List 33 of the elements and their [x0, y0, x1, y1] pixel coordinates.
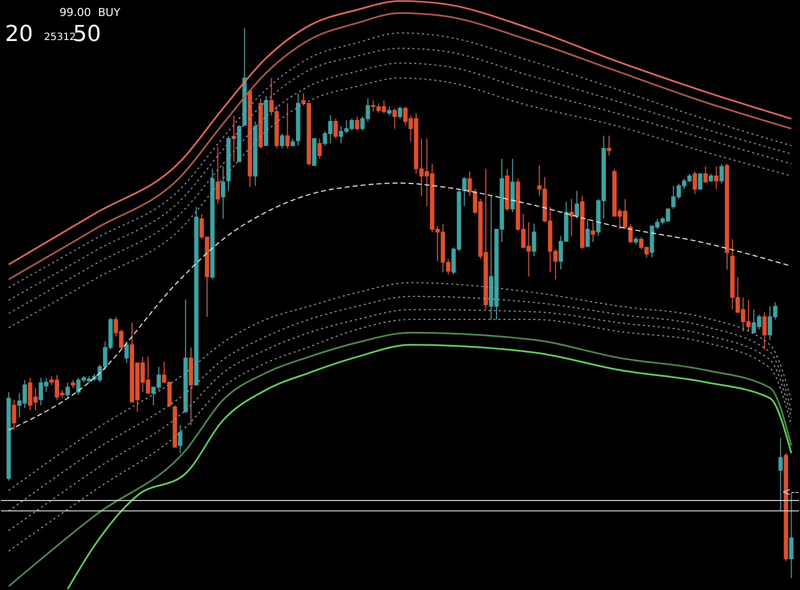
candlestick — [762, 312, 767, 350]
annotation: 20 — [5, 22, 33, 47]
candlestick — [714, 166, 718, 190]
candlestick — [468, 171, 472, 196]
candlestick — [719, 163, 724, 184]
candlestick — [392, 108, 397, 130]
annotation: 50 — [73, 22, 101, 47]
candlestick — [232, 114, 236, 162]
candlestick — [574, 190, 580, 220]
candlestick — [606, 135, 612, 156]
candlestick — [698, 173, 702, 190]
candlestick — [12, 399, 16, 431]
candlestick — [590, 222, 596, 242]
candlestick — [285, 102, 290, 149]
text: BUY — [98, 6, 121, 19]
annotation: 25312 — [44, 32, 76, 43]
candlestick — [462, 176, 466, 207]
candlestick — [778, 438, 783, 512]
candlestick — [585, 218, 590, 248]
candlestick — [178, 424, 182, 454]
candlestick — [398, 106, 402, 120]
candlestick — [703, 166, 708, 182]
candlestick — [216, 146, 220, 204]
candlestick — [334, 118, 338, 140]
candlestick — [532, 223, 536, 257]
candlestick — [65, 382, 70, 399]
candlestick — [354, 116, 360, 131]
candlestick — [280, 133, 284, 149]
candlestick — [220, 166, 226, 220]
text: 99.00 — [60, 6, 91, 19]
candlestick — [692, 171, 697, 195]
candlestick — [124, 340, 129, 364]
candlestick — [317, 138, 322, 160]
